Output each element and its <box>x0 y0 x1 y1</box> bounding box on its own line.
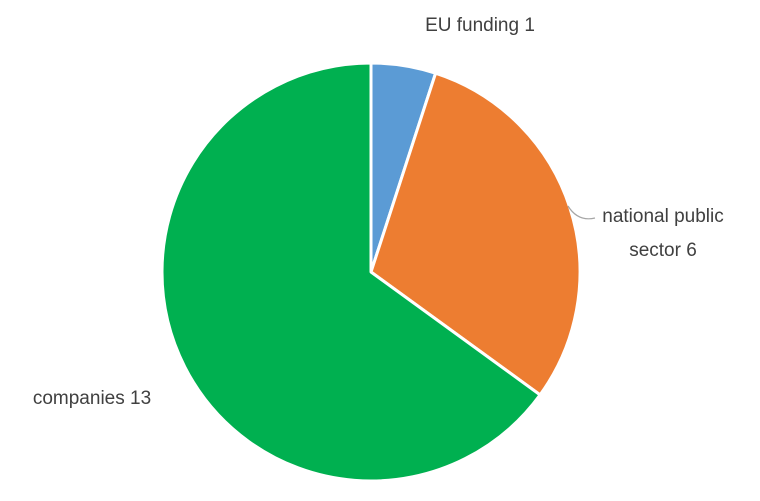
pie-slices <box>160 61 582 483</box>
national-public-sector-data-label-line1: national public <box>602 206 723 227</box>
national-public-sector-data-label-line2: sector 6 <box>629 240 697 261</box>
pie-slice-companies <box>160 61 542 483</box>
companies-data-label: companies 13 <box>33 388 151 409</box>
national-public-sector-leader-line <box>567 205 596 220</box>
pie-slice-national-public-sector <box>369 71 582 397</box>
eu-funding-data-label: EU funding 1 <box>425 15 535 36</box>
